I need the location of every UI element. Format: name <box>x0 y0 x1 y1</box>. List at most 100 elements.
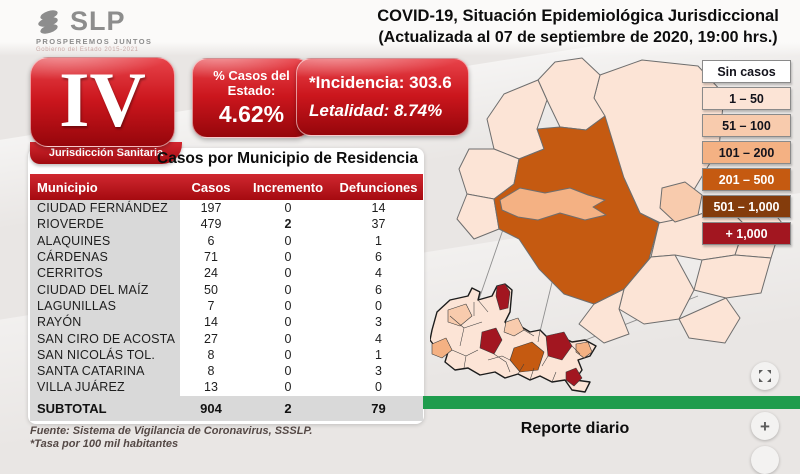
state-share-value: 4.62% <box>218 101 285 127</box>
cell-defunciones: 3 <box>334 364 423 379</box>
cell-incremento: 0 <box>242 250 334 265</box>
table-row: RIOVERDE 479 2 37 <box>30 216 423 233</box>
cell-casos: 50 <box>180 282 242 297</box>
table-title: Casos por Municipio de Residencia <box>157 150 418 167</box>
subtotal-defunciones: 79 <box>371 400 386 416</box>
cell-municipio: SAN CIRO DE ACOSTA <box>30 330 180 347</box>
report-title-line1: COVID-19, Situación Epidemiológica Juris… <box>377 7 779 25</box>
incidence-value: *Incidencia: 303.6 <box>309 73 452 92</box>
inset-region <box>447 303 473 327</box>
table-row: SAN CIRO DE ACOSTA 27 0 4 <box>30 330 423 347</box>
inset-municipal-boundaries <box>449 299 581 383</box>
cell-casos: 197 <box>180 201 242 216</box>
cell-defunciones: 14 <box>334 201 423 216</box>
legend-item: 101 – 200 <box>702 141 791 164</box>
cell-defunciones: 3 <box>334 315 423 330</box>
inset-region-hotspot <box>495 283 511 311</box>
jurisdiction-number-box: IV <box>30 57 175 147</box>
cell-defunciones: 6 <box>334 250 423 265</box>
incidence-lethality-box: *Incidencia: 303.6 Letalidad: 8.74% <box>296 58 469 136</box>
state-inset-map <box>430 283 597 393</box>
map-legend: Sin casos 1 – 50 51 – 100 101 – 200 201 – 50… <box>702 60 791 249</box>
green-divider-stripe <box>423 396 800 409</box>
table-subtotal-row: SUBTOTAL 904 2 79 <box>30 395 423 421</box>
column-header-casos: Casos <box>191 179 231 195</box>
inset-region-hotspot <box>479 327 503 355</box>
cases-table: Municipio Casos Incremento Defunciones C… <box>30 174 423 421</box>
legend-item: 1 – 50 <box>702 87 791 110</box>
cell-casos: 27 <box>180 331 242 346</box>
cell-casos: 8 <box>180 364 242 379</box>
zoom-out-button[interactable] <box>751 446 779 474</box>
cell-defunciones: 4 <box>334 266 423 281</box>
cell-casos: 14 <box>180 315 242 330</box>
table-row: LAGUNILLAS 7 0 0 <box>30 297 423 315</box>
state-share-box: % Casos del Estado: 4.62% <box>192 58 311 138</box>
brand-tagline: PROSPEREMOS JUNTOS <box>36 37 153 46</box>
cell-defunciones: 6 <box>334 282 423 297</box>
inset-region-hotspot <box>545 331 573 361</box>
column-header-defunciones: Defunciones <box>339 179 418 195</box>
table-row: CÁRDENAS 71 0 6 <box>30 248 423 266</box>
map-region-north <box>537 57 606 131</box>
cell-incremento: 0 <box>242 315 334 330</box>
cell-casos: 24 <box>180 266 242 281</box>
legend-item: 51 – 100 <box>702 114 791 137</box>
cell-defunciones: 1 <box>334 233 423 248</box>
state-share-label-line1: % Casos del <box>213 68 290 83</box>
brand-name: SLP <box>70 6 126 36</box>
table-row: ALAQUINES 6 0 1 <box>30 232 423 249</box>
inset-region-hotspot <box>565 367 583 387</box>
cell-casos: 8 <box>180 347 242 362</box>
map-region-southeast-1 <box>693 254 772 299</box>
cell-municipio: ALAQUINES <box>30 232 180 249</box>
cell-incremento: 2 <box>242 217 334 232</box>
cell-municipio: CERRITOS <box>30 265 180 282</box>
cell-municipio: LAGUNILLAS <box>30 297 180 315</box>
fit-screen-button[interactable] <box>751 362 779 390</box>
cell-casos: 7 <box>180 298 242 313</box>
cell-incremento: 0 <box>242 364 334 379</box>
jurisdiction-label: Jurisdicción Sanitaria <box>48 147 164 159</box>
column-header-municipio: Municipio <box>37 179 98 195</box>
zoom-in-button[interactable]: + <box>751 412 779 440</box>
map-region-west-2 <box>456 193 500 240</box>
cell-incremento: 0 <box>242 201 334 216</box>
cell-municipio: VILLA JUÁREZ <box>30 379 180 396</box>
cell-incremento: 0 <box>242 380 334 395</box>
cell-defunciones: 1 <box>334 347 423 362</box>
inset-region <box>503 317 525 337</box>
cell-municipio: CIUDAD DEL MAÍZ <box>30 281 180 298</box>
legend-item: 201 – 500 <box>702 168 791 191</box>
cell-defunciones: 0 <box>334 298 423 313</box>
legend-item: + 1,000 <box>702 222 791 245</box>
cell-defunciones: 0 <box>334 380 423 395</box>
table-row: VILLA JUÁREZ 13 0 0 <box>30 379 423 396</box>
rate-note: *Tasa por 100 mil habitantes <box>30 437 179 450</box>
cell-municipio: CIUDAD FERNÁNDEZ <box>30 200 180 217</box>
table-row: SAN NICOLÁS TOL. 8 0 1 <box>30 346 423 363</box>
table-row: CIUDAD DEL MAÍZ 50 0 6 <box>30 281 423 298</box>
cell-casos: 6 <box>180 233 242 248</box>
cell-incremento: 0 <box>242 266 334 281</box>
cell-incremento: 0 <box>242 331 334 346</box>
cell-municipio: SAN NICOLÁS TOL. <box>30 346 180 363</box>
slp-logo: SLP PROSPEREMOS JUNTOS Gobierno del Esta… <box>36 6 153 54</box>
cell-municipio: CÁRDENAS <box>30 248 180 266</box>
inset-region <box>431 337 453 359</box>
cell-defunciones: 37 <box>334 217 423 232</box>
source-note: Fuente: Sistema de Vigilancia de Coronav… <box>30 425 313 437</box>
cell-municipio: RAYÓN <box>30 314 180 331</box>
cell-municipio: SANTA CATARINA <box>30 362 180 380</box>
cell-casos: 13 <box>180 380 242 395</box>
table-row: RAYÓN 14 0 3 <box>30 314 423 331</box>
subtotal-incremento: 2 <box>284 400 292 416</box>
map-region-south-1 <box>618 254 695 325</box>
report-title-line2: (Actualizada al 07 de septiembre de 2020… <box>378 29 778 46</box>
cell-municipio: RIOVERDE <box>30 216 180 233</box>
legend-item: Sin casos <box>702 60 791 83</box>
table-row: CIUDAD FERNÁNDEZ 197 0 14 <box>30 200 423 217</box>
subtotal-label: SUBTOTAL <box>37 400 107 416</box>
cell-casos: 479 <box>180 217 242 232</box>
lethality-value: Letalidad: 8.74% <box>309 101 443 120</box>
